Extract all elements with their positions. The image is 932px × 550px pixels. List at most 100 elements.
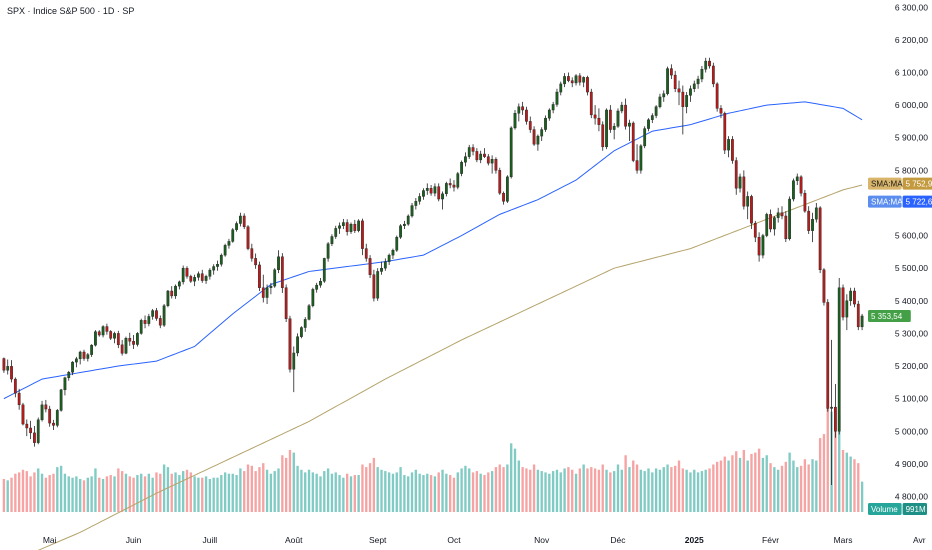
candle[interactable]: [597, 108, 601, 132]
candle[interactable]: [574, 74, 578, 86]
candle[interactable]: [513, 110, 517, 130]
candle[interactable]: [116, 330, 120, 349]
candle[interactable]: [704, 57, 708, 73]
candle[interactable]: [834, 383, 837, 438]
candle[interactable]: [532, 126, 536, 146]
candle[interactable]: [448, 178, 452, 189]
candle[interactable]: [761, 233, 765, 259]
candle[interactable]: [525, 106, 528, 125]
candle[interactable]: [372, 269, 376, 302]
candle[interactable]: [403, 220, 406, 230]
candle[interactable]: [71, 361, 74, 376]
candle[interactable]: [326, 242, 330, 262]
candle[interactable]: [692, 80, 696, 93]
candle[interactable]: [250, 243, 254, 262]
candle[interactable]: [204, 274, 208, 284]
candle-layer[interactable]: [2, 57, 864, 486]
candle[interactable]: [780, 206, 784, 220]
candle[interactable]: [433, 183, 437, 197]
candle[interactable]: [807, 206, 811, 234]
candle[interactable]: [639, 144, 643, 174]
candle[interactable]: [429, 185, 433, 196]
candle[interactable]: [101, 325, 105, 338]
candle[interactable]: [856, 300, 860, 331]
candle[interactable]: [528, 116, 532, 133]
candle[interactable]: [315, 282, 319, 293]
candle[interactable]: [654, 105, 658, 119]
candle[interactable]: [658, 93, 662, 109]
candle[interactable]: [799, 175, 803, 197]
candle[interactable]: [151, 308, 155, 320]
candle[interactable]: [361, 218, 364, 256]
candle[interactable]: [113, 331, 116, 344]
candle[interactable]: [441, 191, 444, 210]
candle[interactable]: [21, 402, 25, 426]
candle[interactable]: [258, 261, 261, 292]
candle[interactable]: [452, 180, 456, 192]
candle[interactable]: [464, 152, 467, 167]
candle[interactable]: [708, 57, 711, 69]
candle[interactable]: [551, 101, 555, 114]
candle[interactable]: [67, 370, 71, 381]
candle[interactable]: [792, 178, 795, 202]
candle[interactable]: [696, 75, 700, 89]
candle[interactable]: [78, 350, 82, 365]
candle[interactable]: [830, 339, 833, 486]
candle[interactable]: [742, 170, 746, 210]
candle[interactable]: [719, 105, 723, 119]
candle[interactable]: [578, 73, 582, 86]
candle[interactable]: [784, 211, 788, 243]
candle[interactable]: [517, 103, 521, 122]
candle[interactable]: [364, 243, 368, 262]
candle[interactable]: [814, 202, 818, 223]
candle[interactable]: [662, 90, 666, 102]
candle[interactable]: [44, 399, 48, 413]
candle[interactable]: [494, 157, 498, 174]
candle[interactable]: [36, 417, 40, 445]
candle[interactable]: [181, 265, 185, 285]
candle[interactable]: [25, 419, 29, 437]
candle[interactable]: [261, 274, 265, 303]
candle[interactable]: [505, 175, 509, 203]
candle[interactable]: [185, 266, 189, 279]
candle[interactable]: [605, 108, 608, 150]
candle[interactable]: [242, 213, 246, 230]
candle[interactable]: [170, 286, 174, 299]
candle[interactable]: [6, 359, 10, 375]
candle[interactable]: [822, 268, 826, 306]
candle[interactable]: [136, 332, 139, 347]
candle[interactable]: [650, 113, 654, 124]
candle[interactable]: [483, 148, 486, 158]
candle[interactable]: [456, 171, 460, 190]
candle[interactable]: [711, 62, 715, 88]
candle[interactable]: [59, 388, 63, 412]
candle[interactable]: [288, 315, 292, 373]
candle[interactable]: [345, 219, 349, 236]
candle[interactable]: [17, 388, 21, 410]
candle[interactable]: [414, 198, 418, 210]
candle[interactable]: [647, 118, 650, 132]
candle[interactable]: [227, 238, 231, 249]
candle[interactable]: [269, 282, 273, 295]
candle[interactable]: [353, 219, 357, 233]
candle[interactable]: [197, 271, 200, 281]
candle[interactable]: [666, 66, 669, 96]
candle[interactable]: [200, 269, 204, 283]
candle[interactable]: [193, 274, 196, 287]
candle[interactable]: [567, 72, 570, 83]
candle[interactable]: [300, 326, 303, 339]
candle[interactable]: [559, 81, 563, 96]
candle[interactable]: [616, 108, 620, 128]
candle[interactable]: [490, 155, 494, 174]
candle[interactable]: [547, 108, 551, 121]
candle[interactable]: [593, 105, 597, 125]
candle[interactable]: [826, 299, 830, 412]
candle[interactable]: [479, 150, 483, 164]
candle[interactable]: [391, 248, 395, 260]
candle[interactable]: [82, 349, 86, 361]
candle[interactable]: [422, 188, 425, 200]
candle[interactable]: [757, 232, 761, 262]
candle[interactable]: [273, 268, 277, 288]
candle[interactable]: [330, 234, 334, 246]
candle[interactable]: [311, 287, 315, 308]
